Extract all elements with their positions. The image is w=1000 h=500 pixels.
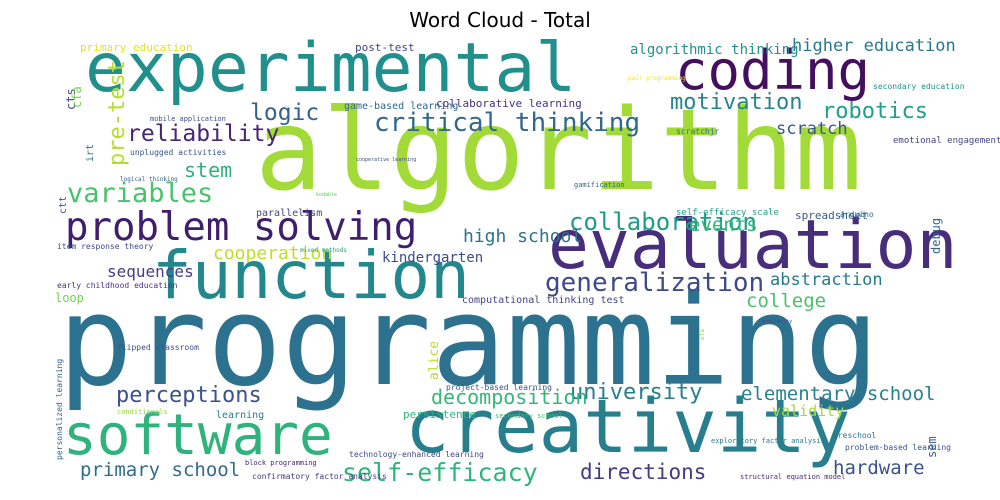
word-college: high school (463, 226, 583, 247)
word-project-based-learning: ctt (58, 195, 69, 214)
word-logic: logic (250, 100, 320, 126)
word-early-childhood-education: computational thinking test (462, 295, 625, 306)
word-mobile-application: item response theory (57, 242, 154, 251)
word-perceptions: hardware (833, 457, 925, 479)
word-learning: cfa (70, 86, 84, 108)
word-post-test: algorithmic thinking (630, 42, 799, 58)
word-variables: variables (67, 178, 214, 209)
word-high-school: events (689, 214, 758, 236)
word-gamification: persistence (403, 408, 476, 421)
word-collaborative-learning: primary education (80, 41, 193, 54)
word-experimental: experimental (85, 29, 577, 108)
word-efa: kodable (316, 192, 338, 198)
word-evaluation: evaluation (548, 206, 958, 285)
word-arduino: spreadsheet (795, 209, 868, 222)
word-higher-education: scratch (776, 119, 848, 139)
word-hardware: elementary school (741, 383, 936, 405)
word-scratch: stem (184, 158, 233, 182)
word-robotics: robotics (822, 99, 928, 124)
word-sequences: cooperation (213, 243, 333, 264)
word-loop: sequences (107, 262, 194, 281)
word-logical-thinking: debug (929, 217, 943, 254)
word-cts: conditionals (117, 408, 168, 416)
word-generalization: higher education (792, 36, 956, 56)
word-primary-education: post-test (355, 41, 415, 54)
word-reliability: reliability (127, 121, 280, 147)
word-personalized-learning: efa (699, 329, 706, 340)
word-software: software (63, 403, 333, 468)
word-item-response-theory: early childhood education (57, 281, 178, 290)
word-algorithm: algorithm (255, 86, 862, 216)
word-computational-thinking-test: self-efficacy scale (676, 208, 779, 218)
word-debug: cooperative learning (356, 157, 417, 163)
word-sem: scratchjr (676, 127, 720, 136)
word-critical-thinking: critical thinking (374, 108, 641, 138)
word-modularity: secondary education (873, 82, 965, 91)
word-ctt: flipped classroom (117, 343, 199, 352)
word-primary-school: directions (580, 460, 707, 484)
word-structural-equation-model: secondary school (495, 412, 563, 420)
word-conditionals: structural equation model (740, 473, 846, 481)
word-problem-solving: problem solving (65, 205, 418, 250)
word-creativity: creativity (405, 384, 851, 470)
word-cfa: mixed methods (300, 247, 347, 254)
word-elementary-school: abstraction (770, 270, 883, 290)
word-block-programming: mobile application (150, 115, 226, 123)
word-persistence: irt (85, 143, 96, 162)
word-cooperation: validity (772, 402, 845, 420)
word-coding: coding (675, 39, 871, 102)
word-collaboration: university (570, 380, 703, 405)
word-stem: pre-test (105, 60, 130, 166)
word-pair-programming: block programming (245, 459, 317, 467)
word-directions: self-efficacy (342, 458, 538, 487)
word-unplugged-activities: sem (925, 436, 939, 458)
word-cooperative-learning: preschool (833, 431, 877, 440)
word-irt: exploratory factor analysis (711, 437, 825, 445)
word-self-efficacy: perceptions (116, 383, 262, 408)
word-secondary-education: learning (216, 410, 265, 421)
word-university: generalization (545, 268, 765, 298)
word-scratchjr: technology-enhanced learning (349, 450, 484, 459)
word-decomposition: primary school (80, 459, 241, 481)
word-function: function (152, 237, 470, 314)
word-events: collaboration (569, 208, 757, 236)
word-validity: decomposition (431, 385, 588, 409)
word-preschool: alice (427, 340, 442, 380)
word-pre-test: emotional engagement (893, 136, 1000, 146)
word-kodable: pair programming (628, 75, 686, 82)
word-confirmatory-factor-analysis: unplugged activities (130, 148, 227, 157)
word-motivation: motivation (670, 90, 803, 115)
word-technology-enhanced-learning: logical thinking (120, 176, 178, 183)
word-problem-based-learning: project-based learning (446, 383, 552, 392)
word-game-based-learning: collaborative learning (436, 97, 582, 110)
word-programming: programming (58, 270, 880, 414)
word-alice: modularity (762, 319, 793, 325)
word-flipped-classroom: problem-based learning (845, 443, 951, 452)
page-title: Word Cloud - Total (409, 8, 591, 32)
word-exploratory-factor-analysis: personalized learning (55, 358, 64, 460)
word-spreadsheet: parallelism (256, 208, 323, 219)
word-self-efficacy-scale: arduino (840, 210, 874, 219)
word-algorithmic-thinking: kindergarten (382, 250, 484, 266)
word-abstraction: college (746, 290, 827, 312)
word-kindergarten: loop (55, 291, 84, 305)
word-emotional-engagement: confirmatory factor analysis (252, 472, 387, 481)
word-mixed-methods: gamification (574, 181, 625, 189)
word-parallelism: game-based learning (344, 101, 459, 112)
